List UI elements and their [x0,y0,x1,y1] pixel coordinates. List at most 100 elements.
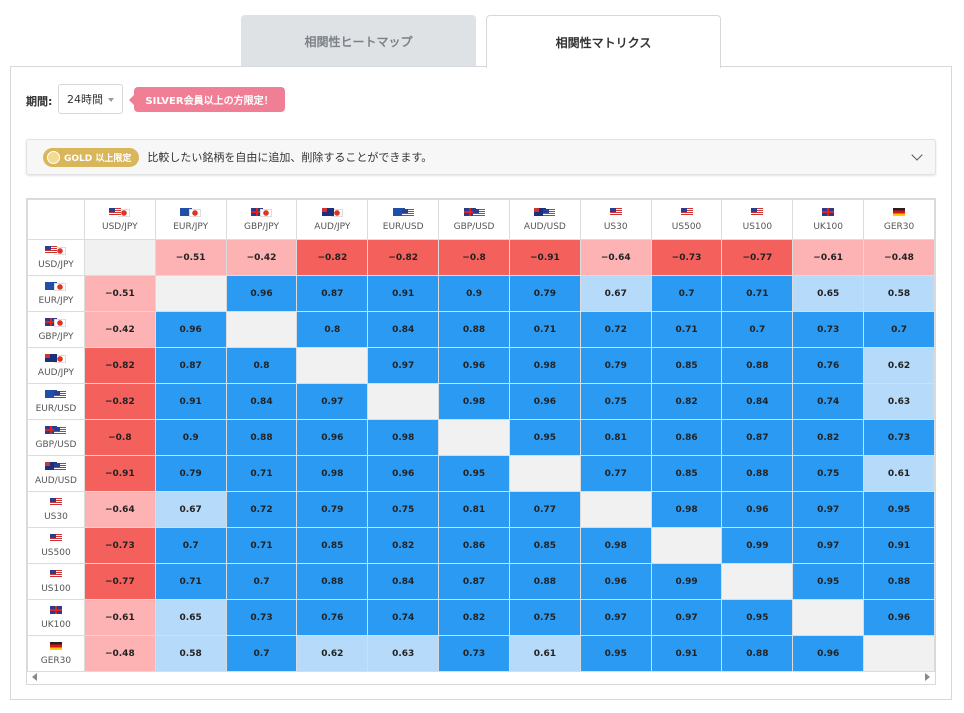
flag-icon [321,207,343,218]
column-header-us30: US30 [579,199,652,240]
correlation-cell: −0.91 [508,239,581,276]
correlation-cell: 0.88 [721,455,794,492]
us-flag-icon [49,569,62,578]
horizontal-scrollbar[interactable] [27,670,935,684]
correlation-cell: 0.71 [225,455,298,492]
correlation-cell: 0.91 [863,527,935,564]
correlation-cell: 0.77 [508,491,581,528]
diagonal-cell [508,455,581,492]
correlation-cell: 0.99 [721,527,794,564]
correlation-cell: 0.97 [579,599,652,636]
correlation-cell: 0.71 [225,527,298,564]
de-flag-icon [893,207,906,216]
correlation-cell: 0.73 [792,311,865,348]
diagonal-cell [438,419,510,456]
correlation-cell: 0.82 [438,599,510,636]
correlation-cell: 0.7 [225,635,298,672]
correlation-cell: −0.64 [83,491,156,528]
flag-icon [534,207,556,218]
column-header-eur-jpy: EUR/JPY [154,199,227,240]
symbol-label: EUR/JPY [38,295,74,306]
correlation-cell: 0.97 [650,599,723,636]
correlation-cell: 0.91 [367,275,440,312]
row-header-eur-usd: EUR/USD [27,383,85,420]
correlation-cell: 0.71 [650,311,723,348]
chevron-down-icon[interactable] [911,149,923,161]
diagonal-cell [296,347,369,384]
symbol-label: US500 [41,547,71,558]
matrix-row: AUD/USD −0.91 0.79 0.71 0.98 0.96 0.95 0.77 0.85… [27,455,935,492]
correlation-cell: 0.88 [721,635,794,672]
column-header-usd-jpy: USD/JPY [83,199,156,240]
correlation-cell: −0.82 [296,239,369,276]
us-flag-icon [401,209,414,218]
correlation-cell: 0.58 [154,635,227,672]
row-header-us100: US100 [27,563,85,600]
gold-notice-bar[interactable]: GOLD 以上限定 比較したい銘柄を自由に追加、削除することができます。 [26,139,936,175]
silver-promo-badge: SILVER会員以上の方限定！ [129,87,285,112]
symbol-label: GBP/JPY [38,331,74,342]
correlation-cell: 0.85 [650,347,723,384]
flag-icon [49,497,62,506]
flag-icon [45,425,67,436]
symbol-label: USD/JPY [102,221,138,232]
correlation-cell: 0.96 [438,347,510,384]
column-header-eur-usd: EUR/USD [367,199,440,240]
correlation-cell: 0.79 [579,347,652,384]
tab-heatmap[interactable]: 相関性ヒートマップ [241,15,476,67]
correlation-cell: −0.82 [367,239,440,276]
symbol-label: GBP/JPY [243,221,279,232]
correlation-cell: −0.73 [650,239,723,276]
correlation-cell: 0.7 [721,311,794,348]
symbol-label: AUD/JPY [37,367,74,378]
correlation-cell: 0.84 [367,311,440,348]
correlation-cell: 0.96 [721,491,794,528]
correlation-cell: 0.75 [579,383,652,420]
correlation-cell: 0.98 [438,383,510,420]
correlation-cell: 0.76 [296,599,369,636]
us-flag-icon [54,463,67,472]
correlation-cell: 0.88 [863,563,935,600]
period-label: 期間: [26,95,53,108]
flag-icon [392,207,414,218]
us-flag-icon [49,533,62,542]
correlation-cell: 0.65 [792,275,865,312]
correlation-cell: 0.98 [508,347,581,384]
correlation-cell: 0.76 [792,347,865,384]
symbol-label: GBP/USD [35,439,77,450]
column-header-us500: US500 [650,199,723,240]
correlation-cell: 0.81 [579,419,652,456]
tab-matrix[interactable]: 相関性マトリクス [486,15,721,68]
correlation-cell: 0.84 [721,383,794,420]
symbol-label: US30 [603,221,628,232]
gold-badge-label: GOLD 以上限定 [64,153,132,164]
correlation-cell: 0.85 [296,527,369,564]
diagonal-cell [650,527,723,564]
symbol-label: GER30 [40,655,72,666]
correlation-cell: 0.98 [650,491,723,528]
correlation-cell: 0.8 [296,311,369,348]
gb-flag-icon [45,317,58,326]
scroll-right-icon[interactable] [925,673,930,681]
caret-down-icon [108,98,114,102]
row-header-us30: US30 [27,491,85,528]
gold-badge: GOLD 以上限定 [43,147,140,167]
scroll-left-icon[interactable] [32,673,37,681]
correlation-cell: −0.77 [83,563,156,600]
diagonal-cell [579,491,652,528]
flag-icon [609,207,622,216]
correlation-cell: 0.71 [508,311,581,348]
column-header-aud-jpy: AUD/JPY [296,199,369,240]
eu-flag-icon [180,207,193,216]
correlation-cell: 0.98 [579,527,652,564]
period-select[interactable]: 24時間 [58,84,123,114]
matrix-row: US500 −0.73 0.7 0.71 0.85 0.82 0.86 0.85 0.98 0.9… [27,527,935,564]
correlation-cell: −0.48 [863,239,935,276]
correlation-cell: 0.96 [579,563,652,600]
correlation-table: USD/JPY EUR/JPY GBP/JPY AUD/JPY EUR/USD GBP/U… [27,199,935,672]
row-header-uk100: UK100 [27,599,85,636]
symbol-label: EUR/USD [382,221,424,232]
correlation-cell: 0.7 [650,275,723,312]
de-flag-icon [49,641,62,650]
flag-icon [680,207,693,216]
